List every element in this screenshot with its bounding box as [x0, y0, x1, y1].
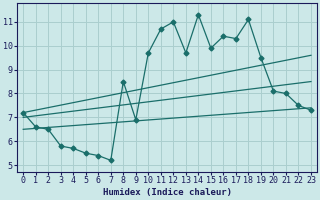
X-axis label: Humidex (Indice chaleur): Humidex (Indice chaleur) — [103, 188, 232, 197]
